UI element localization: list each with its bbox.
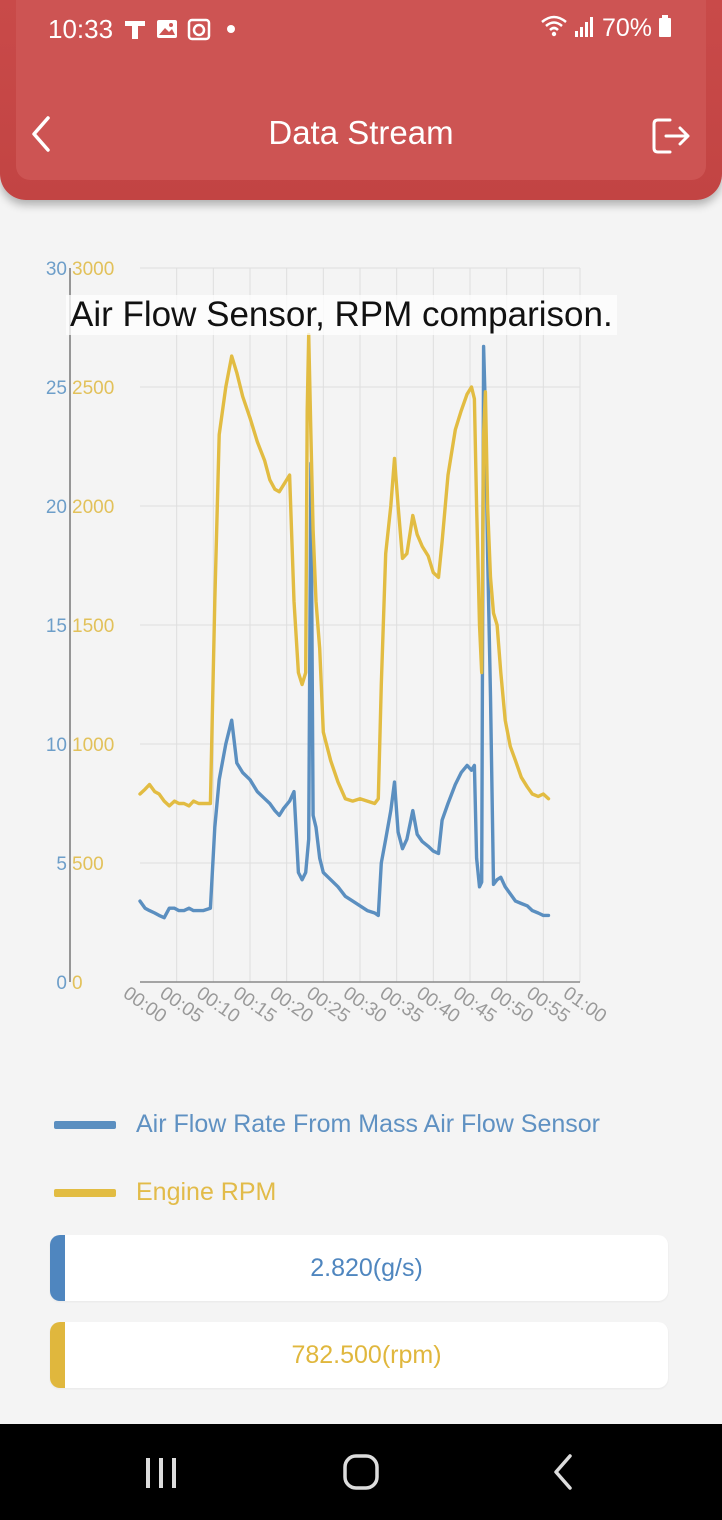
system-back-button[interactable] xyxy=(536,1450,592,1496)
chart-caption: Air Flow Sensor, RPM comparison. xyxy=(66,295,617,335)
camera-app-icon xyxy=(186,16,212,42)
engine-rpm-value: 782.500(rpm) xyxy=(291,1340,442,1369)
wifi-icon xyxy=(540,14,568,43)
status-system-icons: 70% xyxy=(540,14,672,43)
left-axis-tick-label: 10 xyxy=(46,735,67,756)
exit-icon xyxy=(652,118,690,154)
app-header: 10:33 70% xyxy=(0,0,722,200)
right-axis-tick-label: 2500 xyxy=(72,378,114,399)
exit-button[interactable] xyxy=(650,114,694,158)
air-flow-value: 2.820(g/s) xyxy=(310,1253,423,1282)
status-bar: 10:33 70% xyxy=(0,0,722,62)
status-notification-icons xyxy=(122,16,244,42)
right-axis-tick-label: 2000 xyxy=(72,497,114,518)
right-axis-tick-label: 3000 xyxy=(72,259,114,280)
right-axis-tick-label: 0 xyxy=(72,973,83,994)
legend-label-air-flow: Air Flow Rate From Mass Air Flow Sensor xyxy=(136,1110,600,1138)
left-axis-tick-label: 30 xyxy=(46,259,67,280)
left-axis-tick-label: 20 xyxy=(46,497,67,518)
back-button[interactable] xyxy=(24,112,60,158)
home-button[interactable] xyxy=(333,1450,389,1496)
legend-item-engine-rpm: Engine RPM xyxy=(54,1178,276,1207)
status-time: 10:33 xyxy=(48,14,114,44)
t-app-icon xyxy=(122,16,148,42)
x-axis-tick-label: 01:00 xyxy=(559,983,610,1027)
right-axis-tick-label: 500 xyxy=(72,854,104,875)
legend-label-engine-rpm: Engine RPM xyxy=(136,1178,277,1206)
legend-item-air-flow: Air Flow Rate From Mass Air Flow Sensor xyxy=(54,1110,600,1139)
recent-apps-button[interactable] xyxy=(134,1450,190,1496)
engine-rpm-color-strip xyxy=(50,1322,65,1388)
signal-icon xyxy=(574,14,596,43)
system-navigation-bar xyxy=(0,1424,722,1520)
data-stream-chart: 05101520253005001000150020002500300000:0… xyxy=(46,259,610,1027)
left-axis-tick-label: 0 xyxy=(56,973,67,994)
recent-apps-icon xyxy=(146,1458,176,1488)
left-axis-tick-label: 15 xyxy=(46,616,67,637)
legend-swatch-engine-rpm xyxy=(54,1188,116,1197)
engine-rpm-value-card: 782.500(rpm) xyxy=(50,1322,668,1388)
left-axis-tick-label: 5 xyxy=(56,854,67,875)
left-axis-tick-label: 25 xyxy=(46,378,67,399)
air-flow-color-strip xyxy=(50,1235,65,1301)
engine-rpm-series-line xyxy=(138,332,551,808)
gallery-icon xyxy=(154,16,180,42)
dot-icon xyxy=(218,16,244,42)
air-flow-value-card: 2.820(g/s) xyxy=(50,1235,668,1301)
battery-percentage: 70% xyxy=(601,14,652,42)
right-axis-tick-label: 1000 xyxy=(72,735,114,756)
back-icon xyxy=(554,1454,572,1490)
legend-swatch-air-flow xyxy=(54,1120,116,1129)
right-axis-tick-label: 1500 xyxy=(72,616,114,637)
chevron-left-icon xyxy=(32,116,50,152)
home-icon xyxy=(343,1454,379,1490)
battery-icon xyxy=(658,14,672,43)
page-title: Data Stream xyxy=(268,114,454,151)
